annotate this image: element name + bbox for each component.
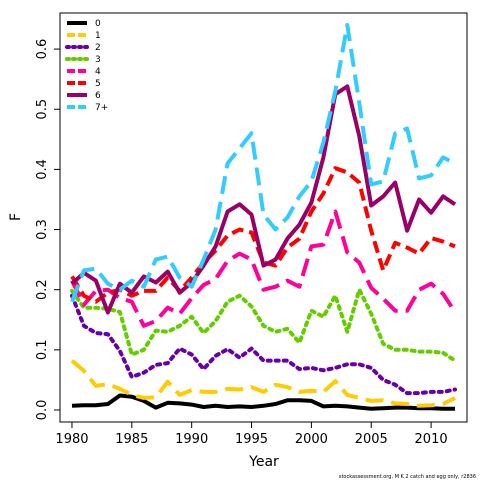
legend-label: 6 (95, 91, 101, 101)
y-axis: 0.0 0.1 0.2 0.3 0.4 0.5 0.6 (35, 39, 60, 421)
y-tick-label: 0.3 (35, 219, 50, 240)
series-line-2 (70, 293, 457, 396)
series-line-3 (70, 287, 457, 363)
legend-label: 7+ (95, 103, 108, 113)
y-axis-title: F (8, 213, 24, 221)
plot-frame (59, 12, 468, 423)
series-line-4 (70, 209, 457, 328)
series-line-5 (70, 166, 456, 304)
series-line-6 (70, 84, 457, 315)
legend-label: 0 (95, 19, 101, 29)
x-tick-label: 1980 (55, 432, 88, 447)
footnote: stockassessment.org, M K 2 catch and egg… (339, 474, 476, 480)
y-tick-label: 0.4 (35, 159, 50, 180)
legend-label: 1 (95, 31, 101, 41)
legend-label: 3 (95, 55, 101, 65)
y-tick-label: 0.6 (35, 39, 50, 60)
x-tick-label: 1995 (235, 432, 268, 447)
x-tick-label: 1990 (175, 432, 208, 447)
legend: 0 1 2 3 4 5 6 7+ (65, 19, 108, 113)
x-tick-label: 2000 (295, 432, 328, 447)
y-tick-label: 0.2 (35, 279, 50, 300)
x-tick-label: 2010 (415, 432, 448, 447)
x-axis-title: Year (248, 454, 279, 470)
x-tick-label: 2005 (355, 432, 388, 447)
y-tick-label: 0.0 (35, 400, 50, 421)
x-tick-label: 1985 (115, 432, 148, 447)
legend-label: 5 (95, 79, 101, 89)
x-axis: 1980 1985 1990 1995 2000 2005 2010 (55, 422, 448, 447)
series-layer (70, 23, 457, 411)
series-line-7 (70, 23, 456, 303)
legend-label: 2 (95, 43, 101, 53)
legend-label: 4 (95, 67, 101, 77)
y-tick-label: 0.5 (35, 99, 50, 120)
series-line-1 (70, 359, 456, 408)
series-line-0 (71, 393, 455, 411)
y-tick-label: 0.1 (35, 339, 50, 360)
